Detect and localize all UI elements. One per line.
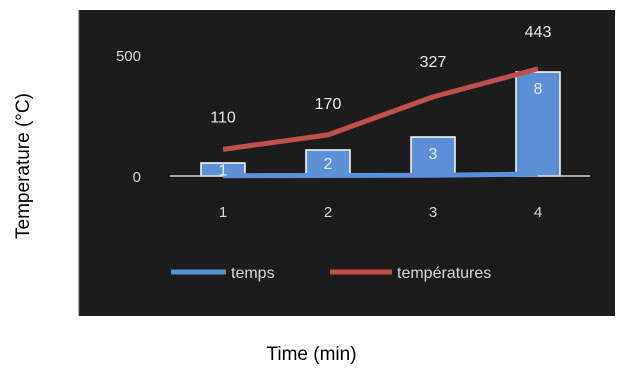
y-tick-500: 500 [116,48,141,65]
legend-label-temps: temps [231,265,275,282]
x-tick-4: 4 [534,204,542,221]
temperatures-series-line [222,66,539,152]
legend: temps températures [171,265,491,282]
bar-value-label-1: 1 [219,163,228,180]
bar-value-label-2: 2 [324,156,333,173]
temperature-value-label-2: 170 [315,96,342,113]
bar-4 [515,71,561,177]
y-tick-0: 0 [133,169,141,186]
x-tick-1: 1 [219,204,227,221]
legend-label-temperatures: températures [397,265,491,282]
temperature-value-label-1: 110 [210,109,236,126]
x-axis-label: Time (min) [266,344,357,365]
x-tick-3: 3 [429,204,437,221]
x-tick-2: 2 [324,204,332,221]
temps-series-line [222,171,539,179]
bar-3 [410,136,456,177]
temperature-value-label-4: 443 [525,24,552,41]
bar-value-label-3: 3 [429,146,438,163]
temperature-value-label-3: 327 [420,54,447,71]
bar-value-label-4: 8 [534,81,543,98]
